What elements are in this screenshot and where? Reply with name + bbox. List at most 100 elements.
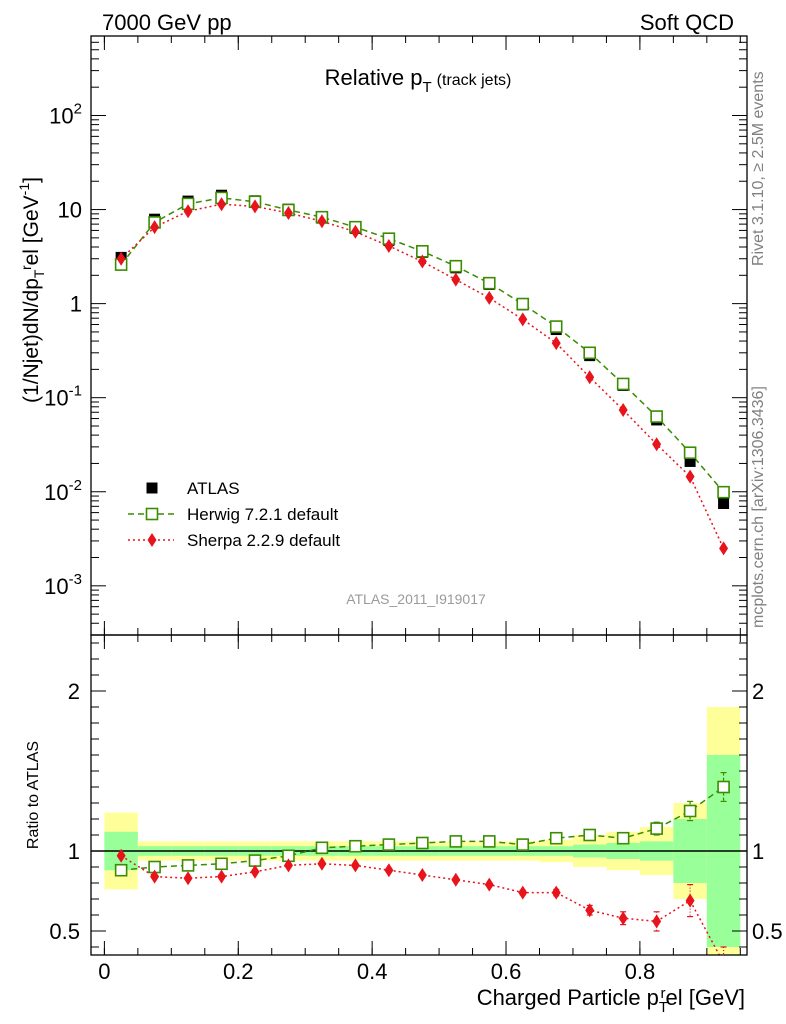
ratio-point-1-15: [618, 911, 628, 926]
y-tick-label: 10: [58, 198, 82, 223]
point-0-18: [718, 498, 730, 510]
mcplots-reference-label: mcplots.cern.ch [arXiv:1306.3436]: [750, 386, 767, 628]
ratio-point-0-16: [650, 822, 663, 835]
ratio-point-0-2: [181, 859, 195, 872]
y-axis-label: (1/Njet)dN/dpTrel [GeV-1]: [16, 177, 47, 403]
ratio-point-1-0: [116, 848, 126, 863]
series-line-1: [120, 197, 725, 493]
ratio-point-0-14: [583, 828, 596, 842]
ratio-y-axis-label: Ratio to ATLAS: [25, 741, 42, 849]
x-tick-label: 0.2: [223, 959, 254, 984]
ratio-point-0-12: [516, 838, 530, 851]
legend-label-0: ATLAS: [187, 479, 240, 498]
point-2-0: [116, 251, 126, 266]
point-2-14: [585, 370, 595, 385]
point-1-16: [650, 410, 663, 423]
y-tick-label: 10-3: [44, 571, 82, 599]
ratio-point-1-14: [585, 903, 595, 918]
ratio-point-0-7: [349, 839, 362, 853]
ratio-point-1-6: [317, 856, 327, 871]
ratio-point-0-15: [616, 831, 630, 845]
ratio-tick-label-right: 1: [752, 839, 764, 864]
main-plot-area: [114, 189, 730, 556]
ratio-point-1-11: [484, 877, 494, 892]
header-left-label: 7000 GeV pp: [102, 10, 232, 35]
ratio-plot-area: [91, 707, 747, 970]
ratio-point-1-17: [685, 893, 695, 908]
legend-label-2: Sherpa 2.2.9 default: [187, 531, 340, 550]
ratio-point-1-8: [384, 863, 394, 878]
analysis-tag: ATLAS_2011_I919017: [346, 591, 486, 607]
header-right-label: Soft QCD: [640, 10, 734, 35]
ratio-point-0-6: [315, 841, 329, 855]
ratio-point-0-13: [549, 831, 563, 845]
point-2-8: [384, 238, 394, 253]
main-plot-panel: 10-3 10-2 10-1 1 10 102 Relative pT (track jet…: [16, 35, 748, 636]
ratio-point-1-4: [250, 864, 260, 879]
point-2-16: [652, 437, 662, 452]
x-axis-label: Charged Particle pTrel [GeV]: [477, 985, 745, 1016]
ratio-point-0-8: [382, 838, 396, 851]
ratio-tick-label: 0.5: [49, 919, 80, 944]
x-tick-label: 0.8: [625, 959, 656, 984]
ratio-point-1-16: [652, 914, 662, 929]
point-1-11: [482, 276, 496, 290]
point-2-4: [250, 199, 260, 214]
ratio-point-1-18: [719, 956, 728, 970]
ratio-point-1-2: [183, 871, 193, 886]
point-2-10: [451, 272, 461, 287]
point-1-15: [616, 377, 630, 391]
plot-title: Relative pT (track jets): [325, 65, 512, 96]
ratio-point-0-9: [416, 836, 429, 850]
point-2-12: [518, 312, 528, 327]
point-1-13: [549, 320, 563, 333]
y-tick-label: 10-2: [44, 477, 82, 505]
y-tick-label: 102: [49, 100, 82, 128]
ratio-tick-label-right: 0.5: [752, 919, 783, 944]
ratio-point-0-10: [449, 835, 463, 848]
point-2-13: [551, 336, 561, 351]
point-1-14: [583, 346, 596, 360]
point-1-10: [449, 259, 463, 273]
point-2-5: [283, 205, 293, 220]
point-2-7: [350, 224, 360, 239]
point-2-18: [719, 541, 729, 556]
point-0-17: [684, 455, 696, 467]
y-tick-label: 1: [70, 292, 82, 317]
ratio-tick-label: 2: [68, 679, 80, 704]
x-tick-label: 0: [98, 959, 110, 984]
ratio-point-0-3: [215, 857, 228, 871]
ratio-point-1-5: [283, 858, 293, 873]
ratio-point-0-0: [114, 863, 128, 877]
ratio-point-1-1: [150, 869, 160, 884]
ratio-plot-panel: 0 0.2 0.4 0.6 0.8 0.5 0.5 1 1 2 2 Ratio to ATLAS: [25, 634, 783, 984]
point-2-11: [484, 290, 494, 305]
point-2-3: [217, 197, 227, 212]
x-tick-label: 0.4: [357, 959, 388, 984]
ratio-point-1-3: [217, 869, 227, 884]
rivet-version-label: Rivet 3.1.10, ≥ 2.5M events: [750, 71, 767, 266]
ratio-point-0-11: [482, 835, 496, 848]
legend-marker-0: [146, 482, 158, 494]
ratio-point-1-13: [551, 885, 561, 900]
legend-marker-1: [145, 507, 159, 521]
x-tick-label: 0.6: [491, 959, 522, 984]
point-2-9: [417, 254, 427, 269]
ratio-point-1-7: [350, 858, 360, 873]
point-1-12: [516, 297, 530, 311]
ratio-point-0-4: [248, 854, 262, 867]
ratio-tick-label: 1: [68, 839, 80, 864]
point-1-17: [683, 446, 697, 460]
ratio-point-0-18: [717, 780, 730, 794]
ratio-plot-frame: [90, 634, 748, 956]
y-tick-label: 10-1: [44, 383, 82, 411]
ratio-axis-ticks: 0 0.2 0.4 0.6 0.8 0.5 0.5 1 1 2 2: [49, 635, 783, 984]
ratio-point-1-10: [451, 872, 461, 887]
point-2-6: [317, 214, 327, 229]
point-2-15: [618, 402, 628, 417]
legend-marker-2: [147, 533, 157, 547]
point-1-18: [717, 485, 730, 499]
ratio-point-1-12: [518, 885, 528, 900]
legend: ATLAS Herwig 7.2.1 default Sherpa 2.2.9 de…: [128, 479, 340, 550]
